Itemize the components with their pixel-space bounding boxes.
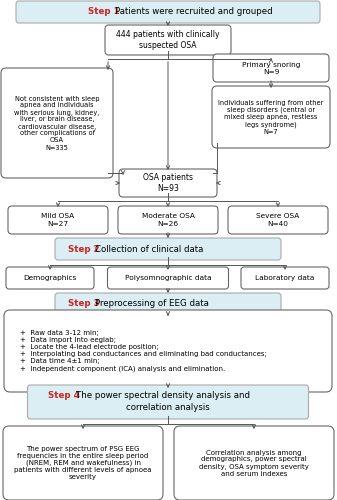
FancyBboxPatch shape bbox=[55, 293, 281, 315]
FancyBboxPatch shape bbox=[16, 1, 320, 23]
FancyBboxPatch shape bbox=[105, 25, 231, 55]
FancyBboxPatch shape bbox=[6, 267, 94, 289]
Text: Mild OSA
N=27: Mild OSA N=27 bbox=[41, 214, 74, 226]
Text: Demographics: Demographics bbox=[23, 275, 76, 281]
Text: Patients were recruited and grouped: Patients were recruited and grouped bbox=[115, 8, 273, 16]
Text: The power spectral density analysis and: The power spectral density analysis and bbox=[76, 392, 250, 400]
Text: The power spectrum of PSG EEG
frequencies in the entire sleep period
(NREM, REM : The power spectrum of PSG EEG frequencie… bbox=[14, 446, 152, 480]
FancyBboxPatch shape bbox=[4, 310, 332, 392]
Text: OSA patients
N=93: OSA patients N=93 bbox=[143, 174, 193, 193]
Text: Not consistent with sleep
apnea and individuals
with serious lung, kidney,
liver: Not consistent with sleep apnea and indi… bbox=[14, 96, 100, 150]
FancyBboxPatch shape bbox=[108, 267, 228, 289]
Text: correlation analysis: correlation analysis bbox=[126, 404, 210, 412]
FancyBboxPatch shape bbox=[28, 385, 308, 419]
FancyBboxPatch shape bbox=[8, 206, 108, 234]
FancyBboxPatch shape bbox=[1, 68, 113, 178]
Text: Collection of clinical data: Collection of clinical data bbox=[95, 244, 203, 254]
FancyBboxPatch shape bbox=[228, 206, 328, 234]
Text: Correlation analysis among
demographics, power spectral
density, OSA symptom sev: Correlation analysis among demographics,… bbox=[199, 450, 309, 476]
Text: 444 patients with clinically
suspected OSA: 444 patients with clinically suspected O… bbox=[116, 30, 220, 50]
FancyBboxPatch shape bbox=[119, 169, 217, 197]
Text: Laboratory data: Laboratory data bbox=[255, 275, 315, 281]
Text: Individuals suffering from other
sleep disorders (central or
mixed sleep apnea, : Individuals suffering from other sleep d… bbox=[218, 100, 324, 134]
Text: Step 4: Step 4 bbox=[48, 392, 80, 400]
FancyBboxPatch shape bbox=[3, 426, 163, 500]
Text: Polysomnographic data: Polysomnographic data bbox=[125, 275, 211, 281]
FancyBboxPatch shape bbox=[213, 54, 329, 82]
Text: Moderate OSA
N=26: Moderate OSA N=26 bbox=[142, 214, 194, 226]
FancyBboxPatch shape bbox=[174, 426, 334, 500]
FancyBboxPatch shape bbox=[55, 238, 281, 260]
FancyBboxPatch shape bbox=[212, 86, 330, 148]
Text: +  Raw data 3-12 min;
+  Data import into eeglab;
+  Locate the 4-lead electrode: + Raw data 3-12 min; + Data import into … bbox=[20, 330, 267, 372]
FancyBboxPatch shape bbox=[241, 267, 329, 289]
Text: Primary snoring
N=9: Primary snoring N=9 bbox=[242, 62, 300, 74]
Text: Preprocessing of EEG data: Preprocessing of EEG data bbox=[95, 300, 209, 308]
Text: Step 2: Step 2 bbox=[68, 244, 100, 254]
Text: Step 3: Step 3 bbox=[68, 300, 100, 308]
FancyBboxPatch shape bbox=[118, 206, 218, 234]
Text: Step 1: Step 1 bbox=[88, 8, 120, 16]
Text: Severe OSA
N=40: Severe OSA N=40 bbox=[256, 214, 300, 226]
